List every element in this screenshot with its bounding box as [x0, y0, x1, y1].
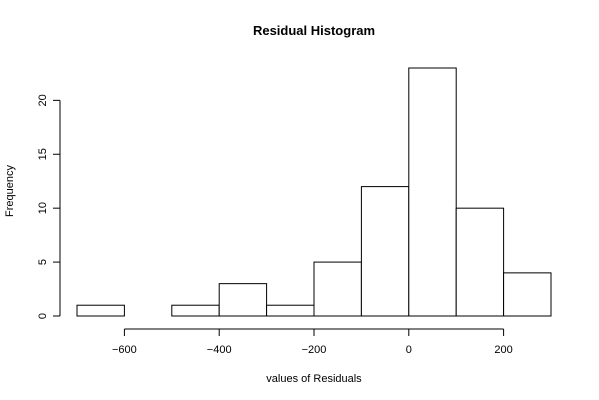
histogram-bar [171, 304, 220, 317]
x-tick-label: −600 [112, 344, 137, 356]
histogram-bar [360, 186, 410, 317]
histogram-bar [455, 207, 505, 317]
x-tick-label: −400 [207, 344, 232, 356]
x-tick-label: 0 [406, 344, 412, 356]
histogram-bar [408, 67, 457, 317]
histogram-bar [218, 283, 268, 317]
y-tick-label: 20 [37, 94, 49, 106]
histogram-bar [266, 304, 315, 317]
histogram-bar [76, 304, 125, 317]
y-axis-label: Frequency [4, 165, 16, 217]
bars-group [76, 67, 552, 317]
histogram-bar [313, 261, 362, 317]
y-tick-label: 5 [37, 259, 49, 265]
y-tick-label: 0 [37, 313, 49, 319]
x-axis: −600 −400 −200 0 200 [112, 328, 513, 356]
y-tick-label: 10 [37, 202, 49, 214]
x-tick-label: −200 [302, 344, 327, 356]
y-tick-label: 15 [37, 148, 49, 160]
chart-title: Residual Histogram [253, 23, 375, 38]
x-axis-label: values of Residuals [266, 373, 362, 385]
x-tick-label: 200 [494, 344, 512, 356]
histogram-bar [503, 272, 552, 317]
y-axis: 0 5 10 15 20 [37, 94, 61, 319]
